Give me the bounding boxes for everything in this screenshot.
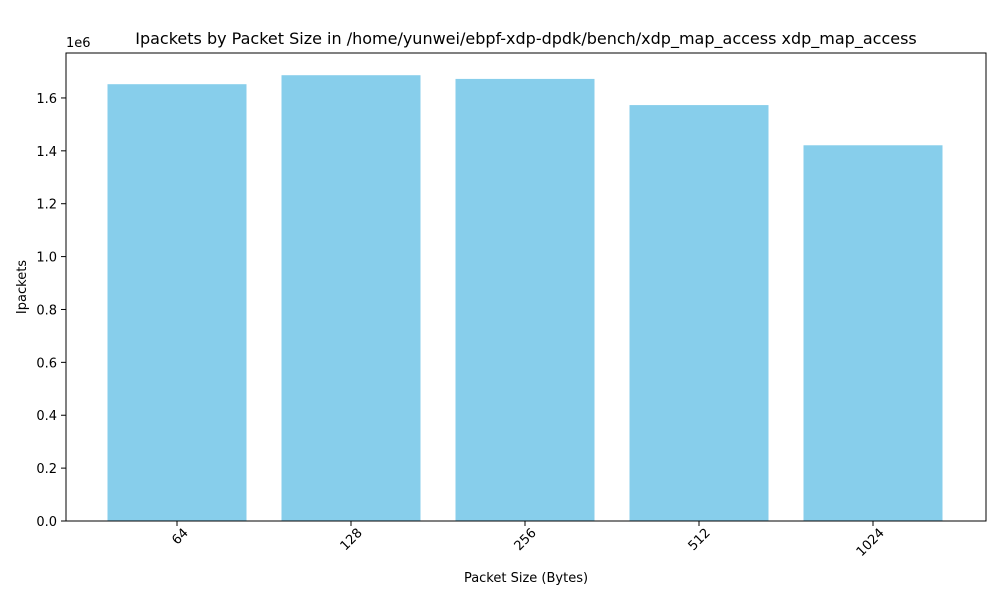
bar-1024 xyxy=(803,145,943,522)
y-tick-label: 1.6 xyxy=(36,92,57,107)
y-tick-label: 0.2 xyxy=(36,462,57,477)
chart-title: Ipackets by Packet Size in /home/yunwei/… xyxy=(135,29,917,49)
plot-frame xyxy=(65,52,987,522)
y-tick-label: 0.0 xyxy=(36,515,57,530)
y-tick-label: 1.4 xyxy=(36,145,57,160)
x-tick-label: 128 xyxy=(338,526,366,554)
x-tick-label: 256 xyxy=(512,526,540,554)
y-axis-multiplier: 1e6 xyxy=(66,36,91,51)
y-tick-label: 0.6 xyxy=(36,356,57,371)
bar-512 xyxy=(629,105,769,521)
y-axis-label: Ipackets xyxy=(15,260,30,314)
x-axis-ticks: 64 128 256 512 1024 xyxy=(169,521,888,560)
y-tick-label: 1.0 xyxy=(36,251,57,266)
y-tick-label: 0.8 xyxy=(36,303,57,318)
y-axis-ticks: 0.0 0.2 0.4 0.6 0.8 1.0 1.2 1.4 1.6 xyxy=(36,92,66,530)
bar-64 xyxy=(107,84,247,521)
bar-128 xyxy=(281,75,421,521)
bar-256 xyxy=(455,78,595,521)
bars-group xyxy=(107,75,943,522)
y-tick-label: 1.2 xyxy=(36,198,57,213)
x-tick-label: 512 xyxy=(686,526,714,554)
x-tick-label: 1024 xyxy=(854,526,888,560)
x-tick-label: 64 xyxy=(169,526,191,548)
y-tick-label: 0.4 xyxy=(36,409,57,424)
x-axis-label: Packet Size (Bytes) xyxy=(464,571,588,586)
